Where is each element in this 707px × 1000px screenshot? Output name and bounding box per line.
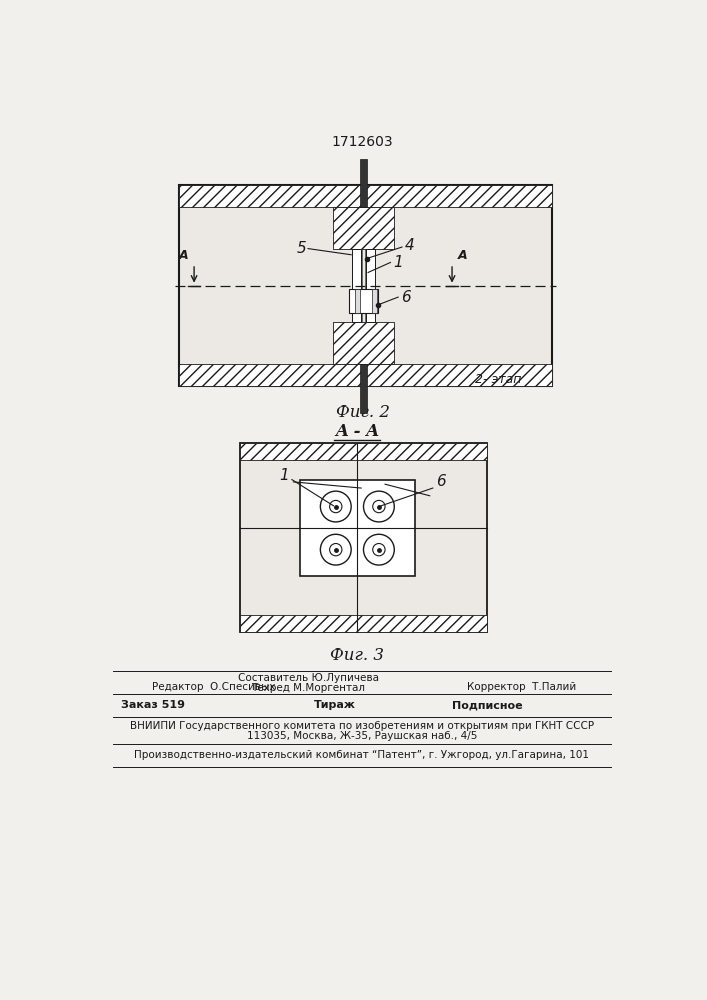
Bar <box>361 364 366 413</box>
Bar <box>240 443 486 460</box>
Circle shape <box>329 500 342 513</box>
Circle shape <box>320 534 351 565</box>
Text: 113035, Москва, Ж-35, Раушская наб., 4/5: 113035, Москва, Ж-35, Раушская наб., 4/5 <box>247 731 477 741</box>
Text: 5: 5 <box>297 241 307 256</box>
Bar <box>372 249 374 322</box>
Bar <box>372 289 377 313</box>
Circle shape <box>320 491 351 522</box>
Bar <box>366 249 368 322</box>
Text: ВНИИПИ Государственного комитета по изобретениям и открытиям при ГКНТ СССР: ВНИИПИ Государственного комитета по изоб… <box>130 721 594 731</box>
Bar <box>179 185 552 207</box>
Circle shape <box>329 543 342 556</box>
Bar <box>359 249 361 322</box>
Text: Фиг. 3: Фиг. 3 <box>330 647 385 664</box>
Text: A: A <box>178 249 188 262</box>
Text: Фиг. 2: Фиг. 2 <box>337 404 390 421</box>
Bar <box>179 364 552 386</box>
Bar <box>179 185 552 386</box>
Bar <box>355 289 360 313</box>
Bar <box>349 289 378 313</box>
Text: 1712603: 1712603 <box>331 135 393 149</box>
Circle shape <box>373 543 385 556</box>
Text: Редактор  О.Спесивых: Редактор О.Спесивых <box>152 682 275 692</box>
Bar <box>300 480 415 576</box>
Text: Техред М.Моргентал: Техред М.Моргентал <box>251 683 365 693</box>
Circle shape <box>363 491 395 522</box>
Text: 4: 4 <box>405 238 414 253</box>
Text: A - A: A - A <box>335 423 380 440</box>
Text: 2- этап: 2- этап <box>475 373 521 386</box>
Bar <box>334 322 394 364</box>
Circle shape <box>363 534 395 565</box>
Bar <box>334 207 394 249</box>
Text: 6: 6 <box>401 290 411 305</box>
Text: Составитель Ю.Лупичева: Составитель Ю.Лупичева <box>238 673 378 683</box>
Bar <box>353 249 356 322</box>
Text: 1: 1 <box>393 255 403 270</box>
Bar <box>361 158 366 207</box>
Bar <box>352 249 361 322</box>
Bar <box>240 615 486 632</box>
Bar <box>366 249 375 322</box>
Text: Корректор  Т.Палий: Корректор Т.Палий <box>467 682 577 692</box>
Text: Тираж: Тираж <box>313 700 356 710</box>
Text: A: A <box>458 249 467 262</box>
Circle shape <box>373 500 385 513</box>
Bar <box>240 443 486 632</box>
Text: Производственно-издательский комбинат “Патент”, г. Ужгород, ул.Гагарина, 101: Производственно-издательский комбинат “П… <box>134 750 590 760</box>
Text: Заказ 519: Заказ 519 <box>121 700 185 710</box>
Text: 6: 6 <box>436 474 445 489</box>
Text: 1: 1 <box>279 468 289 483</box>
Text: Подписное: Подписное <box>452 700 522 710</box>
